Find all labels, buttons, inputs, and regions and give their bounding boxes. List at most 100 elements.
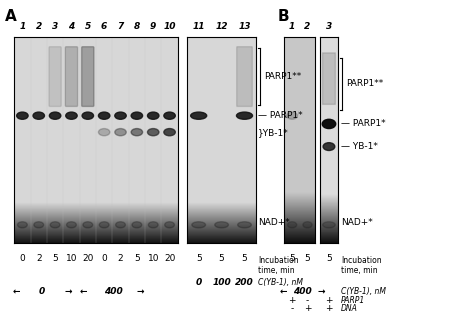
Text: PARP1**: PARP1** — [346, 79, 383, 88]
Ellipse shape — [99, 222, 109, 228]
Text: }YB-1*: }YB-1* — [258, 128, 289, 137]
Text: +: + — [304, 305, 311, 312]
Text: 0: 0 — [19, 254, 25, 263]
Ellipse shape — [33, 112, 45, 119]
Ellipse shape — [164, 112, 175, 119]
Text: 200: 200 — [235, 278, 254, 287]
Text: 400: 400 — [293, 287, 312, 296]
Ellipse shape — [131, 129, 143, 136]
Text: +: + — [288, 296, 296, 305]
Text: -: - — [291, 305, 294, 312]
Text: C(YB-1), nM: C(YB-1), nM — [341, 287, 386, 296]
FancyBboxPatch shape — [323, 53, 335, 104]
Ellipse shape — [192, 222, 206, 228]
Text: 2: 2 — [36, 254, 42, 263]
FancyBboxPatch shape — [65, 47, 78, 106]
Ellipse shape — [322, 119, 336, 129]
Text: B: B — [277, 9, 289, 24]
Text: 9: 9 — [150, 22, 156, 31]
Text: 400: 400 — [104, 287, 123, 296]
Text: 0: 0 — [38, 287, 45, 296]
Ellipse shape — [83, 222, 93, 228]
Text: Incubation
time, min: Incubation time, min — [341, 256, 382, 275]
Text: 5: 5 — [134, 254, 140, 263]
Ellipse shape — [147, 112, 159, 119]
Ellipse shape — [215, 222, 228, 228]
Text: ←: ← — [280, 287, 287, 296]
Ellipse shape — [287, 222, 297, 228]
Ellipse shape — [164, 129, 175, 136]
Text: PARP1**: PARP1** — [264, 72, 301, 81]
Text: 7: 7 — [118, 22, 124, 31]
Ellipse shape — [18, 222, 27, 228]
FancyBboxPatch shape — [49, 47, 61, 106]
Text: 5: 5 — [289, 254, 295, 263]
Text: 20: 20 — [82, 254, 93, 263]
Text: 1: 1 — [289, 22, 295, 31]
Text: 10: 10 — [164, 22, 176, 31]
Text: 4: 4 — [68, 22, 74, 31]
Ellipse shape — [323, 143, 335, 150]
Ellipse shape — [164, 222, 174, 228]
Text: 10: 10 — [147, 254, 159, 263]
Text: 5: 5 — [242, 254, 247, 263]
Text: →: → — [65, 287, 73, 296]
Text: 5: 5 — [326, 254, 332, 263]
Ellipse shape — [323, 222, 335, 228]
Text: 5: 5 — [85, 22, 91, 31]
FancyBboxPatch shape — [82, 47, 94, 106]
Text: 100: 100 — [212, 278, 231, 287]
Ellipse shape — [287, 112, 298, 119]
Text: 2: 2 — [118, 254, 123, 263]
Text: 12: 12 — [215, 22, 228, 31]
Text: DNA: DNA — [341, 305, 358, 312]
Ellipse shape — [115, 129, 126, 136]
Ellipse shape — [115, 112, 126, 119]
Text: -: - — [306, 296, 309, 305]
Text: 3: 3 — [52, 22, 58, 31]
Text: 11: 11 — [192, 22, 205, 31]
Text: — PARP1*: — PARP1* — [258, 111, 302, 120]
Text: 5: 5 — [219, 254, 225, 263]
Ellipse shape — [147, 129, 159, 136]
Text: 13: 13 — [238, 22, 251, 31]
Text: 3: 3 — [326, 22, 332, 31]
Text: PARP1: PARP1 — [341, 296, 365, 305]
Text: 5: 5 — [196, 254, 201, 263]
Ellipse shape — [148, 222, 158, 228]
Text: 5: 5 — [52, 254, 58, 263]
Ellipse shape — [99, 129, 110, 136]
Text: — YB-1*: — YB-1* — [341, 142, 378, 151]
Ellipse shape — [49, 112, 61, 119]
Text: 5: 5 — [305, 254, 310, 263]
Ellipse shape — [17, 112, 28, 119]
Text: ←: ← — [13, 287, 20, 296]
Text: 10: 10 — [66, 254, 77, 263]
Ellipse shape — [237, 112, 253, 119]
Text: +: + — [325, 296, 333, 305]
Text: 6: 6 — [101, 22, 107, 31]
Text: →: → — [136, 287, 144, 296]
Ellipse shape — [116, 222, 126, 228]
Ellipse shape — [50, 222, 60, 228]
Text: 0: 0 — [196, 278, 202, 287]
Ellipse shape — [237, 222, 251, 228]
Ellipse shape — [131, 112, 143, 119]
Text: 8: 8 — [134, 22, 140, 31]
Text: →: → — [318, 287, 325, 296]
Ellipse shape — [34, 222, 44, 228]
Text: 0: 0 — [101, 254, 107, 263]
Text: C(YB-1), nM: C(YB-1), nM — [258, 278, 303, 287]
FancyBboxPatch shape — [237, 47, 252, 106]
Text: +: + — [325, 305, 333, 312]
Ellipse shape — [191, 112, 207, 119]
Text: NAD+*: NAD+* — [341, 218, 373, 227]
Ellipse shape — [99, 112, 110, 119]
Ellipse shape — [66, 222, 76, 228]
Text: 2: 2 — [36, 22, 42, 31]
Text: A: A — [5, 9, 17, 24]
Text: 20: 20 — [164, 254, 175, 263]
Text: Incubation
time, min: Incubation time, min — [258, 256, 299, 275]
Text: NAD+*: NAD+* — [258, 218, 290, 227]
Ellipse shape — [82, 112, 93, 119]
